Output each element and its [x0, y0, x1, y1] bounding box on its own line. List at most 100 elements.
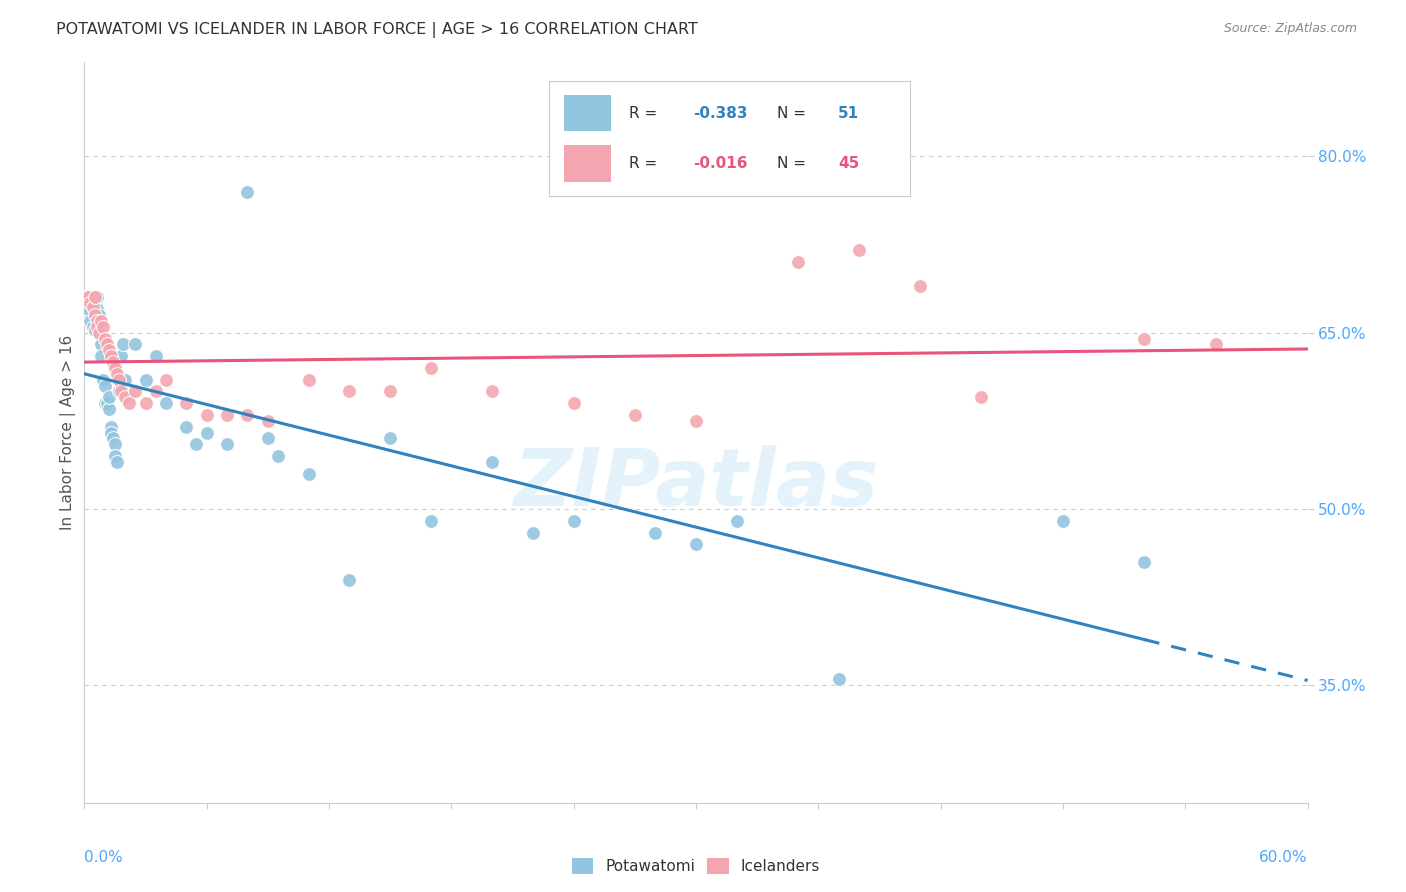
Point: [380, 432, 402, 446]
Point: [155, 396, 177, 410]
Text: Source: ZipAtlas.com: Source: ZipAtlas.com: [1223, 22, 1357, 36]
Point: [481, 384, 503, 399]
Point: [112, 337, 135, 351]
Point: [236, 408, 259, 422]
Point: [105, 455, 128, 469]
Point: [644, 525, 666, 540]
Point: [339, 384, 361, 399]
Point: [236, 185, 259, 199]
Text: POTAWATOMI VS ICELANDER IN LABOR FORCE | AGE > 16 CORRELATION CHART: POTAWATOMI VS ICELANDER IN LABOR FORCE |…: [56, 22, 699, 38]
Point: [176, 419, 198, 434]
Point: [93, 332, 117, 346]
Point: [970, 390, 993, 404]
Point: [86, 314, 108, 328]
Point: [1052, 514, 1074, 528]
Point: [110, 349, 132, 363]
Point: [298, 373, 321, 387]
Point: [828, 673, 851, 687]
Legend: Potawatomi, Icelanders: Potawatomi, Icelanders: [565, 852, 827, 880]
Point: [176, 396, 198, 410]
Point: [104, 449, 127, 463]
Point: [685, 414, 707, 428]
Point: [725, 514, 748, 528]
Point: [380, 384, 402, 399]
Point: [101, 355, 124, 369]
Point: [562, 396, 585, 410]
Point: [135, 373, 157, 387]
Point: [1133, 332, 1156, 346]
Point: [83, 308, 105, 322]
Point: [481, 455, 503, 469]
Y-axis label: In Labor Force | Age > 16: In Labor Force | Age > 16: [60, 335, 76, 530]
Point: [110, 384, 132, 399]
Point: [562, 514, 585, 528]
Point: [91, 319, 114, 334]
Point: [522, 525, 544, 540]
Point: [75, 290, 97, 304]
Text: 0.0%: 0.0%: [84, 850, 124, 865]
Point: [124, 384, 146, 399]
Point: [114, 390, 136, 404]
Point: [298, 467, 321, 481]
Text: 60.0%: 60.0%: [1260, 850, 1308, 865]
Point: [624, 408, 647, 422]
Point: [86, 302, 108, 317]
Point: [100, 349, 122, 363]
Point: [108, 373, 131, 387]
Point: [217, 437, 239, 451]
Point: [217, 408, 239, 422]
Point: [82, 319, 104, 334]
Point: [97, 390, 120, 404]
Point: [114, 373, 136, 387]
Point: [90, 349, 112, 363]
Point: [101, 432, 124, 446]
Point: [97, 343, 120, 358]
Point: [93, 396, 117, 410]
Point: [79, 314, 101, 328]
Point: [195, 425, 218, 440]
Point: [79, 296, 101, 310]
Point: [100, 425, 122, 440]
Point: [104, 361, 127, 376]
Point: [96, 396, 118, 410]
Point: [910, 278, 932, 293]
Point: [87, 308, 110, 322]
Point: [83, 290, 105, 304]
Point: [257, 432, 280, 446]
Point: [93, 378, 117, 392]
Point: [787, 255, 810, 269]
Point: [145, 384, 167, 399]
Point: [83, 323, 105, 337]
Point: [195, 408, 218, 422]
Point: [135, 396, 157, 410]
Point: [118, 396, 141, 410]
Point: [90, 337, 112, 351]
Point: [77, 302, 100, 317]
Point: [100, 419, 122, 434]
Point: [105, 367, 128, 381]
Point: [91, 373, 114, 387]
Point: [420, 514, 443, 528]
Text: ZIPatlas: ZIPatlas: [513, 445, 879, 524]
Point: [86, 290, 108, 304]
Point: [685, 537, 707, 551]
Point: [124, 337, 146, 351]
Point: [155, 373, 177, 387]
Point: [420, 361, 443, 376]
Point: [108, 384, 131, 399]
Point: [90, 314, 112, 328]
Point: [848, 244, 870, 258]
Point: [118, 390, 141, 404]
Point: [87, 326, 110, 340]
Point: [257, 414, 280, 428]
Point: [75, 290, 97, 304]
Point: [77, 290, 100, 304]
Point: [1133, 555, 1156, 569]
Point: [186, 437, 208, 451]
Point: [97, 402, 120, 417]
Point: [1205, 337, 1227, 351]
Point: [86, 319, 108, 334]
Point: [267, 449, 290, 463]
Point: [339, 573, 361, 587]
Point: [145, 349, 167, 363]
